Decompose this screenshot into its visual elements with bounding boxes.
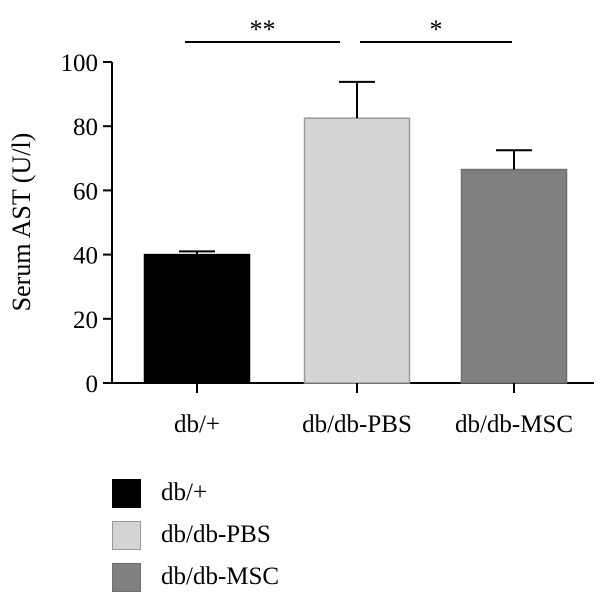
legend-item-db-db-pbs: db/db-PBS: [112, 514, 279, 556]
y-tick-label: 0: [86, 371, 99, 398]
y-tick-label: 100: [61, 50, 99, 77]
legend-swatch-db-db-msc: [112, 562, 141, 592]
legend-label-db-plus: db/+: [161, 479, 208, 506]
bar: [143, 253, 251, 384]
y-tick-label: 60: [73, 178, 98, 205]
x-tick-label: db/+: [174, 411, 220, 438]
significance-label: **: [250, 15, 276, 44]
legend-swatch-db-plus: [112, 478, 141, 508]
legend-label-db-db-msc: db/db-MSC: [161, 563, 280, 590]
bar: [303, 117, 411, 384]
x-tick-label: db/db-MSC: [455, 411, 573, 438]
legend-item-db-plus: db/+: [112, 472, 279, 514]
legend-label-db-db-pbs: db/db-PBS: [161, 521, 271, 548]
legend-item-db-db-msc: db/db-MSC: [112, 556, 279, 598]
y-axis-label: Serum AST (U/l): [7, 133, 36, 312]
legend-swatch-db-db-pbs: [112, 520, 141, 550]
bar-chart: Serum AST (U/l) 0 20 40 60 80 100 db/+ db/db-PB…: [7, 15, 594, 438]
bar: [460, 168, 568, 384]
significance-label: *: [430, 15, 443, 44]
y-tick-label: 20: [73, 307, 98, 334]
y-tick-label: 40: [73, 243, 98, 270]
legend: db/+ db/db-PBS db/db-MSC: [112, 472, 279, 598]
x-tick-label: db/db-PBS: [302, 411, 412, 438]
y-tick-label: 80: [73, 114, 98, 141]
